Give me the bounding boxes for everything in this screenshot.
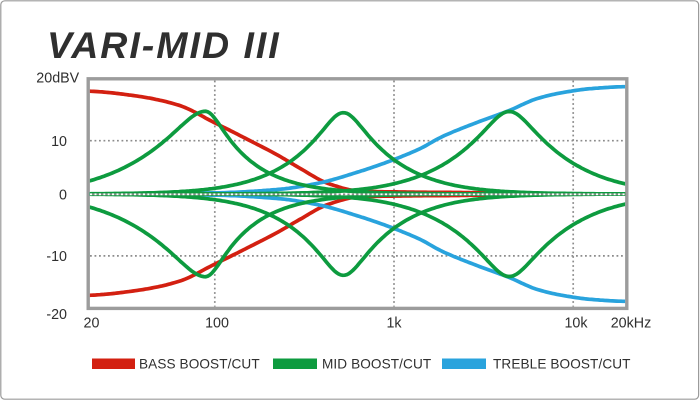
- svg-text:TREBLE BOOST/CUT: TREBLE BOOST/CUT: [493, 357, 631, 372]
- svg-text:MID BOOST/CUT: MID BOOST/CUT: [322, 357, 431, 372]
- svg-text:-20: -20: [46, 307, 67, 323]
- svg-text:-10: -10: [46, 249, 67, 265]
- svg-text:1k: 1k: [386, 316, 402, 332]
- svg-text:20: 20: [84, 316, 100, 332]
- svg-text:10: 10: [51, 134, 67, 150]
- svg-text:10k: 10k: [564, 316, 588, 332]
- svg-text:100: 100: [205, 316, 229, 332]
- svg-text:VARI-MID III: VARI-MID III: [47, 24, 281, 66]
- svg-text:0: 0: [59, 188, 67, 204]
- svg-text:BASS BOOST/CUT: BASS BOOST/CUT: [139, 357, 260, 372]
- svg-text:20dBV: 20dBV: [36, 71, 79, 87]
- svg-text:20kHz: 20kHz: [611, 316, 652, 332]
